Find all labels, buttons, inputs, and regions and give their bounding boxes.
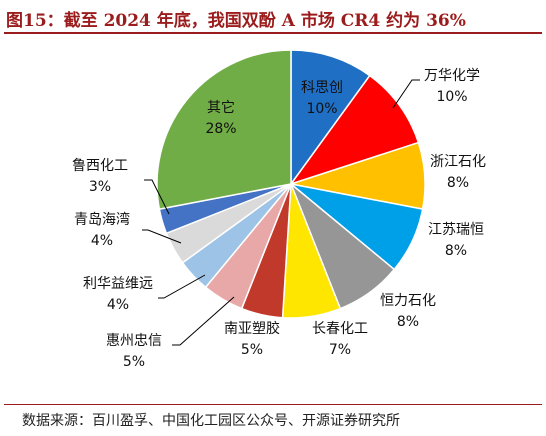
leader-line-9 [158, 274, 206, 299]
slice-label: 浙江石化 [430, 154, 486, 170]
leader-line-2 [392, 79, 420, 109]
slice-value-label: 5% [241, 342, 263, 358]
slice-value-label: 4% [107, 297, 129, 313]
slice-value-label: 10% [306, 101, 337, 117]
slice-value-label: 4% [91, 233, 113, 249]
slice-label: 鲁西化工 [72, 158, 128, 174]
slice-value-label: 5% [123, 354, 145, 370]
slice-value-label: 3% [89, 179, 111, 195]
slice-value-label: 28% [205, 121, 236, 137]
slice-label: 利华益维远 [83, 276, 153, 292]
slice-label: 科思创 [301, 80, 343, 96]
slice-value-label: 7% [329, 342, 351, 358]
pie-slice-2 [289, 74, 420, 186]
slice-label: 长春化工 [312, 321, 368, 337]
slice-label: 万华化学 [424, 68, 480, 84]
pie-slice-1 [290, 49, 371, 187]
slice-value-label: 8% [447, 175, 469, 191]
slice-label: 惠州忠信 [106, 333, 162, 349]
title-rule [4, 32, 542, 34]
pie-slice-12 [156, 49, 292, 210]
leader-line-10 [142, 229, 182, 244]
slice-value-label: 8% [445, 243, 467, 259]
slice-value-label: 10% [436, 89, 467, 105]
source-note: 数据来源：百川盈孚、中国化工园区公众号、开源证券研究所 [22, 413, 400, 429]
slice-label: 南亚塑胶 [224, 320, 280, 337]
leader-line-8 [172, 296, 235, 346]
slice-value-label: 8% [397, 314, 419, 330]
slice-label: 青岛海湾 [74, 211, 130, 228]
slice-label: 其它 [207, 99, 235, 116]
page-title: 图15：截至 2024 年底，我国双酚 A 市场 CR4 约为 36% [6, 11, 466, 31]
leader-line-11 [144, 179, 170, 215]
slice-label: 江苏瑞恒 [428, 222, 484, 238]
source-rule [4, 404, 542, 405]
slice-label: 恒力石化 [380, 293, 436, 309]
